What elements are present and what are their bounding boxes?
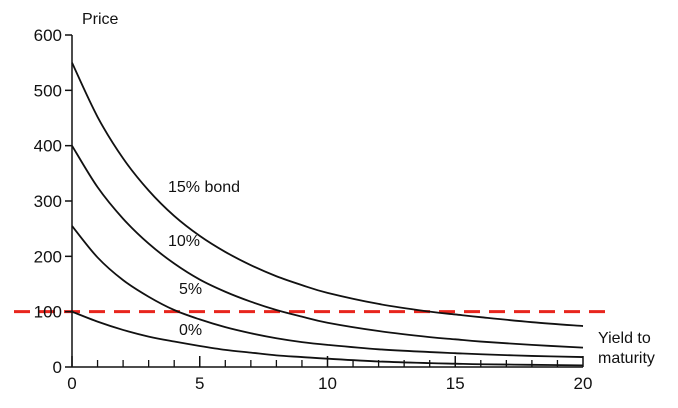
y-tick-label-500: 500 <box>34 81 62 100</box>
y-tick-label-200: 200 <box>34 247 62 266</box>
x-axis-title-line-1: Yield to <box>598 330 651 347</box>
y-tick-label-300: 300 <box>34 192 62 211</box>
axes-layer: 0 100 200 300 400 500 600 0 5 10 15 20 <box>34 26 593 393</box>
y-tick-label-100: 100 <box>34 303 62 322</box>
y-tick-label-400: 400 <box>34 137 62 156</box>
curves-layer <box>71 62 584 367</box>
series-line-1 <box>71 145 584 349</box>
curve-label-15-percent: 15% bond <box>168 179 240 196</box>
y-axis-title: Price <box>82 11 119 28</box>
x-tick-label-0: 0 <box>67 374 76 393</box>
curve-label-5-percent: 5% <box>179 281 202 298</box>
y-tick-label-600: 600 <box>34 26 62 45</box>
x-tick-label-15: 15 <box>446 374 465 393</box>
x-tick-label-5: 5 <box>195 374 204 393</box>
x-tick-label-20: 20 <box>574 374 593 393</box>
series-line-2 <box>71 225 584 358</box>
x-axis-title-line-2: maturity <box>598 350 655 367</box>
x-tick-label-10: 10 <box>318 374 337 393</box>
curve-label-10-percent: 10% <box>168 233 200 250</box>
series-line-3 <box>71 310 584 367</box>
y-tick-label-0: 0 <box>53 358 62 377</box>
curve-label-0-percent: 0% <box>179 322 202 339</box>
series-line-0 <box>71 62 584 327</box>
